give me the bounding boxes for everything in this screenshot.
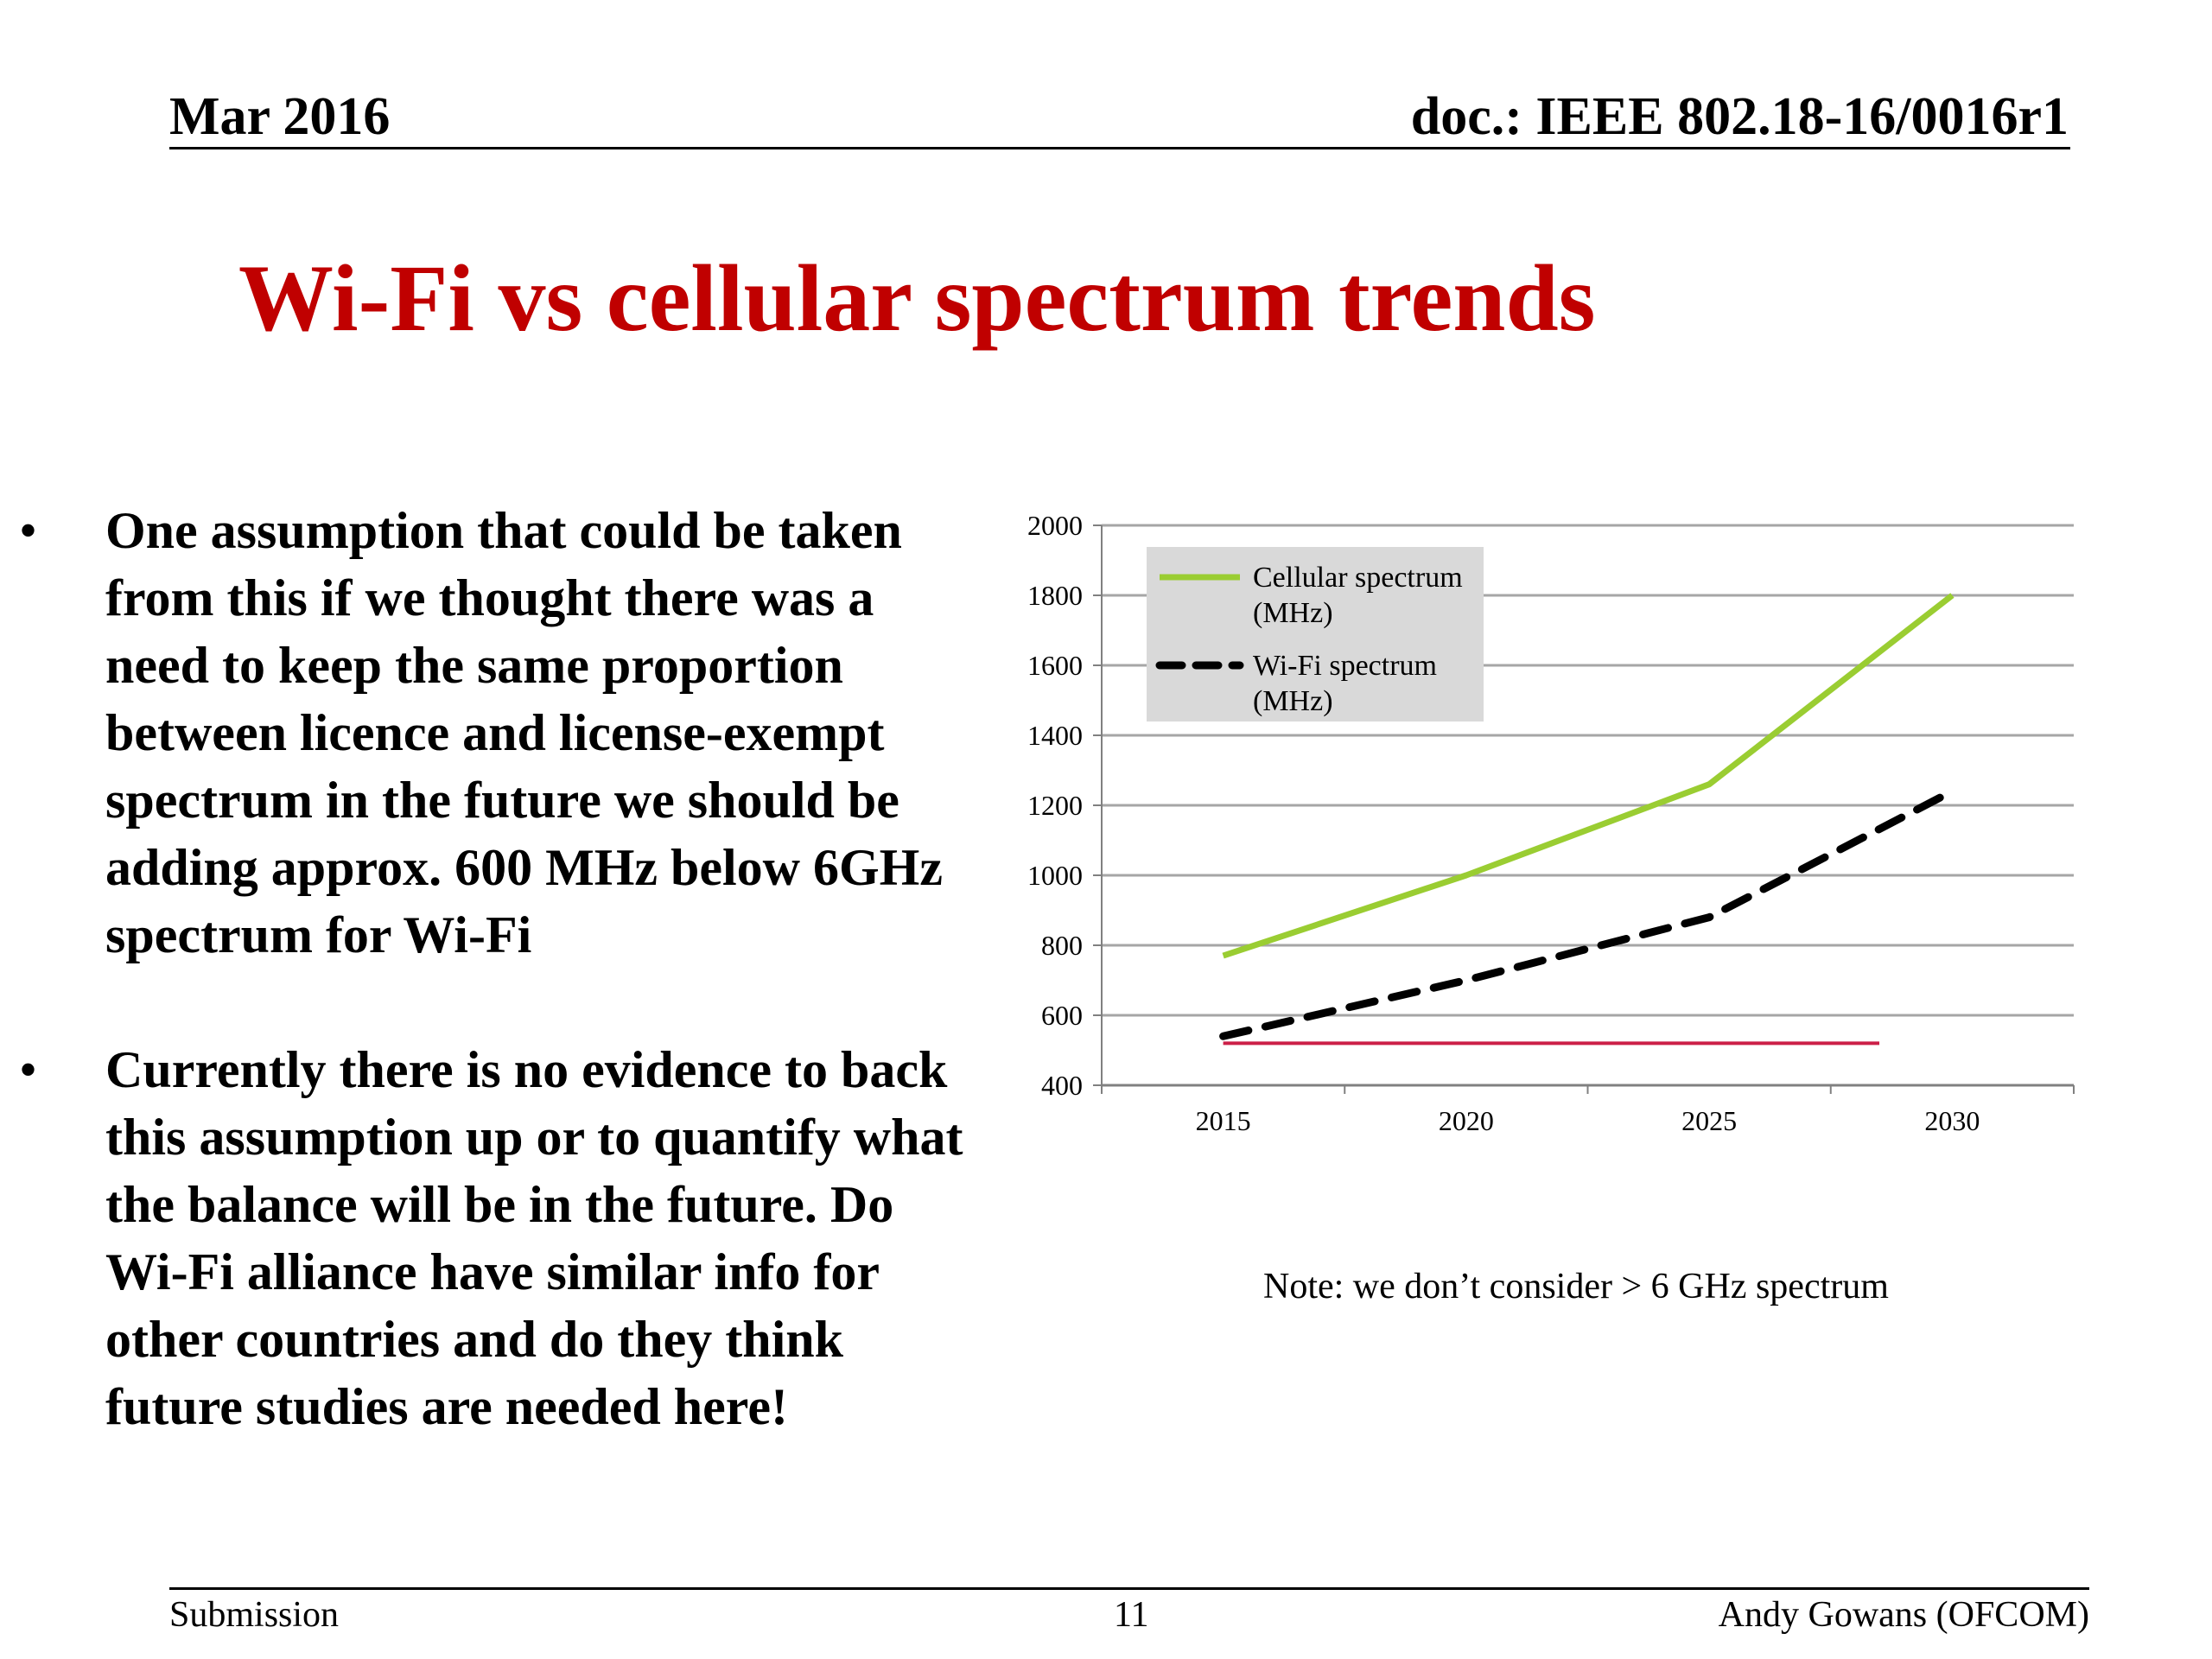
bullet-marker: • (19, 502, 38, 559)
bullet-text: Currently there is no evidence to back t… (105, 1041, 963, 1435)
bullet-marker: • (19, 1041, 38, 1098)
bullet-text: One assumption that could be taken from … (105, 502, 943, 963)
y-tick-label: 600 (1041, 1000, 1083, 1031)
y-tick-label: 2000 (1027, 510, 1083, 541)
y-tick-label: 1200 (1027, 790, 1083, 821)
x-tick-label: 2020 (1439, 1105, 1494, 1136)
header-date: Mar 2016 (169, 87, 391, 146)
legend: Cellular spectrum(MHz)Wi-Fi spectrum(MHz… (1147, 547, 1484, 721)
bullet-list: • One assumption that could be taken fro… (19, 497, 987, 1440)
legend-label: Wi-Fi spectrum (1253, 650, 1437, 682)
footer-rule (169, 1587, 2089, 1590)
wifi-series-line (1219, 787, 1956, 1040)
footer-submission: Submission (169, 1595, 340, 1635)
footer-author: Andy Gowans (OFCOM) (1718, 1595, 2089, 1635)
spectrum-line-chart: 400 600 800 1000 1200 1400 1600 1800 2000 2015 202… (1027, 510, 2075, 1136)
y-tick-label: 800 (1041, 930, 1083, 961)
slide-title: Wi-Fi vs cellular spectrum trends (238, 245, 1596, 351)
legend-label: Cellular spectrum (1253, 562, 1463, 594)
x-tick-label: 2015 (1196, 1105, 1251, 1136)
x-tick-label: 2025 (1681, 1105, 1737, 1136)
header-doc-id: doc.: IEEE 802.18-16/0016r1 (1410, 87, 2069, 146)
x-tick-label: 2030 (1924, 1105, 1980, 1136)
cellular-series-line (1222, 593, 1955, 959)
y-tick-label: 1800 (1027, 580, 1083, 611)
axes: 400 600 800 1000 1200 1400 1600 1800 2000 2015 202… (1027, 510, 2075, 1136)
bullet-item: • Currently there is no evidence to back… (19, 1036, 987, 1440)
y-tick-label: 1000 (1027, 860, 1083, 891)
legend-label: (MHz) (1253, 685, 1333, 717)
legend-label: (MHz) (1253, 597, 1333, 629)
y-tick-label: 400 (1041, 1070, 1083, 1101)
chart-note: Note: we don’t consider > 6 GHz spectrum (1263, 1267, 1889, 1306)
bullet-item: • One assumption that could be taken fro… (19, 497, 987, 969)
y-tick-label: 1400 (1027, 720, 1083, 751)
y-tick-label: 1600 (1027, 650, 1083, 681)
header-rule (169, 147, 2070, 149)
footer-page-number: 11 (1114, 1595, 1149, 1635)
series-lines (1219, 593, 1956, 1046)
